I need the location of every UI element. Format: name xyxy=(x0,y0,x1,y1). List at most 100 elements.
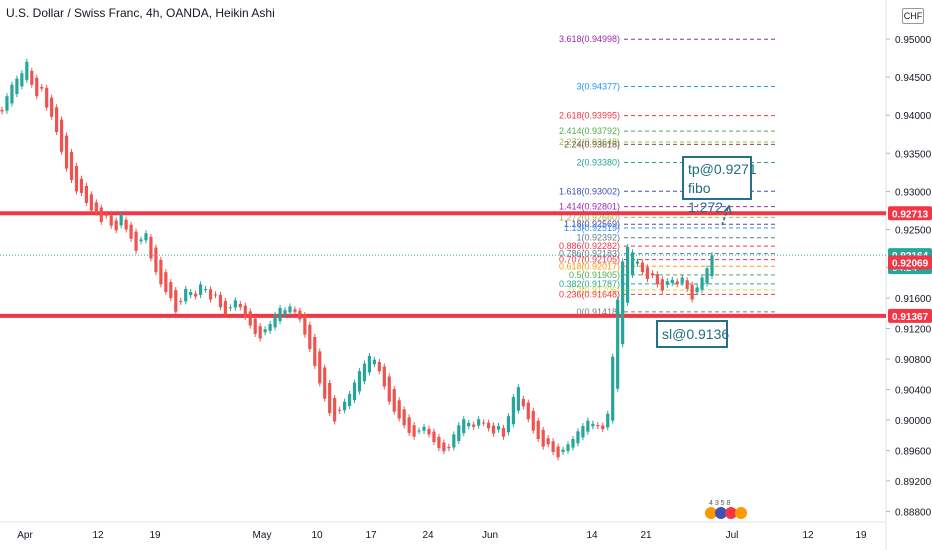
x-tick-label: Apr xyxy=(17,530,33,541)
x-tick-label: 12 xyxy=(92,530,104,541)
candle-body xyxy=(10,84,14,104)
candle xyxy=(94,199,98,216)
y-tick-label: 0.91200 xyxy=(895,325,932,336)
price-mark-open: 0.92069 xyxy=(888,255,932,270)
candle xyxy=(486,419,491,432)
candle-body xyxy=(352,382,357,401)
candle-body xyxy=(159,259,163,285)
candle xyxy=(20,70,24,90)
candle xyxy=(616,296,620,392)
candle-body xyxy=(467,423,471,427)
upcoming-events-flags[interactable]: 4 3 5 8 xyxy=(703,497,753,521)
fibonacci-extension: 3.618(0.94998) 3(0.94377) 2.618(0.93995) 2.… xyxy=(559,34,776,317)
candle xyxy=(571,435,575,451)
candle xyxy=(556,443,560,461)
candle xyxy=(680,274,684,286)
fib-level-label: 2.414(0.93792) xyxy=(559,126,620,136)
candle-body xyxy=(357,371,362,392)
candle xyxy=(179,297,183,305)
candle xyxy=(318,348,322,387)
fib-level-label: 0.236(0.91648) xyxy=(559,289,620,299)
fib-level-label: 3.618(0.94998) xyxy=(559,34,620,44)
candle-body xyxy=(477,419,481,426)
candle-body xyxy=(20,73,24,87)
candle-body xyxy=(318,351,322,384)
candle xyxy=(154,244,158,276)
candle xyxy=(69,149,74,184)
candle xyxy=(35,74,39,100)
candle-body xyxy=(338,409,342,411)
candle xyxy=(630,249,635,278)
candle-body xyxy=(64,135,69,169)
fib-level-label: 0(0.91418) xyxy=(576,307,620,317)
candle xyxy=(134,228,138,254)
y-tick-label: 0.90000 xyxy=(895,416,932,427)
y-tick-label: 0.93500 xyxy=(895,149,932,160)
candle-body xyxy=(55,107,59,132)
candle-body xyxy=(268,323,272,331)
candle xyxy=(144,230,148,244)
candle-body xyxy=(194,293,198,297)
currency-button[interactable]: CHF xyxy=(902,8,924,24)
candle xyxy=(665,278,669,288)
candle xyxy=(640,259,645,276)
candle xyxy=(119,211,123,229)
candle-body xyxy=(571,439,575,448)
candle-body xyxy=(665,281,669,285)
candle xyxy=(328,379,332,417)
candle-body xyxy=(189,291,193,296)
candle-body xyxy=(174,290,178,312)
candle-body xyxy=(616,299,620,389)
candle xyxy=(79,175,84,196)
candle-body xyxy=(506,416,511,433)
x-tick-label: 17 xyxy=(365,530,377,541)
candle-body xyxy=(308,324,312,350)
stop-loss-annotation[interactable]: sl@0.9136 xyxy=(656,320,729,348)
candle xyxy=(402,406,406,429)
price-mark-resistance: 0.92713 xyxy=(888,206,932,221)
candle-body xyxy=(645,267,650,280)
candle-body xyxy=(144,233,148,241)
candle-body xyxy=(362,363,367,382)
candle-body xyxy=(25,61,29,80)
candle-body xyxy=(541,429,545,447)
candle xyxy=(531,407,535,434)
x-tick-label: 19 xyxy=(149,530,161,541)
candle xyxy=(352,379,357,404)
take-profit-annotation[interactable]: tp@0.9271 fibo 1:272 xyxy=(682,156,757,215)
candle-body xyxy=(491,425,496,434)
candle xyxy=(59,116,64,155)
y-tick-label: 0.90400 xyxy=(895,385,932,396)
candle-body xyxy=(511,397,515,425)
candle-body xyxy=(496,426,501,430)
candle-body xyxy=(566,444,570,451)
candle-body xyxy=(69,152,74,180)
candle-body xyxy=(184,288,188,302)
events-count: 4 3 5 8 xyxy=(709,500,731,507)
candle-body xyxy=(169,282,173,299)
fib-level-label: 0.5(0.91905) xyxy=(569,270,620,280)
candle-body xyxy=(655,274,659,285)
candle-body xyxy=(372,359,376,365)
fib-level-label: 0.886(0.92282) xyxy=(559,241,620,251)
candle xyxy=(635,258,640,267)
candle-body xyxy=(328,383,332,414)
annotation-arrows xyxy=(721,204,732,226)
candle xyxy=(333,395,337,425)
candle xyxy=(258,323,262,342)
candle-body xyxy=(203,288,208,290)
fib-level-label: 0.3(0.91706) xyxy=(569,285,620,295)
candle-body xyxy=(248,311,252,326)
price-axis: 0.95000 0.94500 0.94000 0.93500 0.93000 0.925… xyxy=(886,35,932,518)
fib-level-label: 0.618(0.92017) xyxy=(559,261,620,271)
candle-body xyxy=(273,314,277,328)
candle-body xyxy=(402,409,406,426)
candle xyxy=(442,439,446,455)
candle-body xyxy=(124,219,128,230)
candle-body xyxy=(342,401,347,411)
candle-body xyxy=(417,430,421,432)
candle xyxy=(194,290,198,300)
candle xyxy=(15,75,19,98)
candle xyxy=(462,416,466,437)
